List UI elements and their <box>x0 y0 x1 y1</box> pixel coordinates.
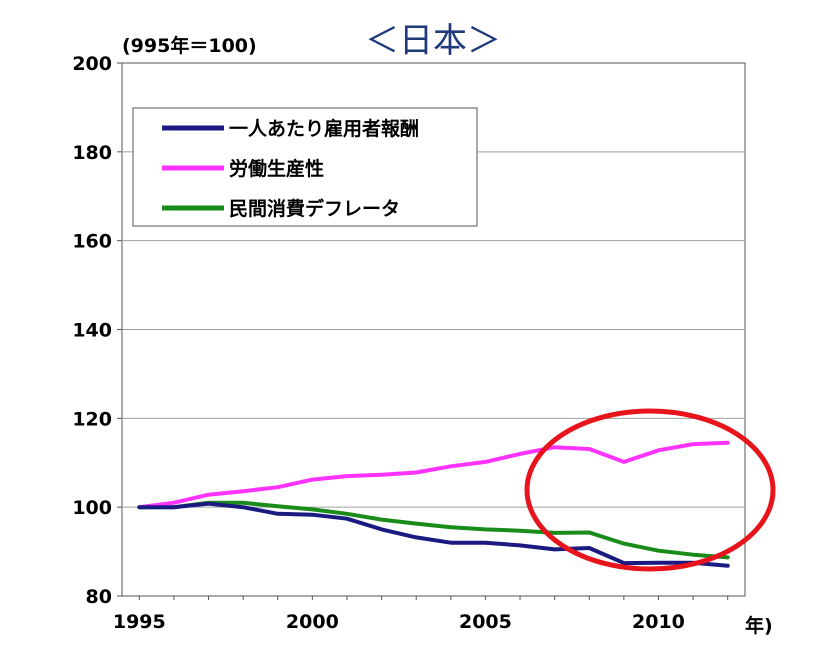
series-line-2 <box>137 440 730 510</box>
x-tick-label: 1995 <box>113 611 166 633</box>
series-lines <box>137 440 730 568</box>
y-tick-label: 160 <box>72 231 112 253</box>
x-tick-label: 2010 <box>632 611 685 633</box>
y-axis-unit: (995年＝100) <box>122 34 257 57</box>
y-tick-label: 100 <box>72 497 112 519</box>
x-tick-label: 2005 <box>459 611 512 633</box>
x-axis-ticks: 1995 2000 2005 2010 <box>113 596 729 633</box>
series-line-3 <box>137 500 730 560</box>
y-axis-ticks: 80 100 120 140 160 180 200 <box>72 53 122 608</box>
x-tick-label: 2000 <box>286 611 339 633</box>
y-tick-label: 200 <box>72 53 112 75</box>
highlight-annotation <box>524 408 776 572</box>
legend-label: 一人あたり雇用者報酬 <box>229 117 419 140</box>
y-tick-label: 120 <box>72 408 112 430</box>
legend-label: 民間消費デフレータ <box>229 197 400 220</box>
y-tick-label: 140 <box>72 320 112 342</box>
series-line-1 <box>137 501 730 568</box>
legend-label: 労働生産性 <box>229 157 324 180</box>
highlight-ellipse <box>524 408 776 572</box>
y-tick-label: 80 <box>86 586 112 608</box>
chart-title: ＜日本＞ <box>365 21 501 61</box>
y-tick-label: 180 <box>72 142 112 164</box>
x-axis-unit: 年) <box>745 614 773 637</box>
